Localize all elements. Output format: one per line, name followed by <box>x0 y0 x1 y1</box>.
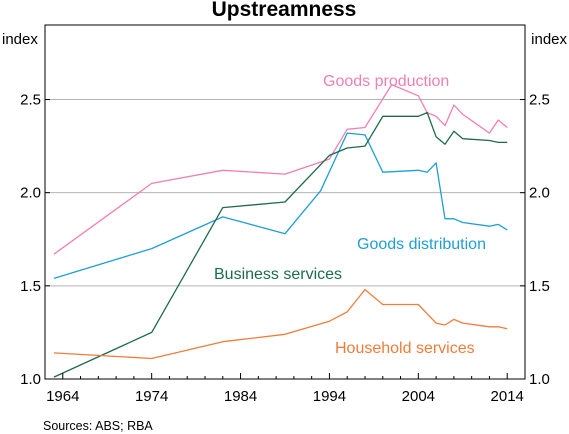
x-tick-label: 2014 <box>491 388 524 405</box>
x-tick-label: 1964 <box>46 388 79 405</box>
series-line-household-services <box>53 288 508 360</box>
y-tick-label-left: 1.5 <box>20 278 41 295</box>
goods-production-label: Goods production <box>323 73 449 90</box>
y-tick-label-left: 2.0 <box>20 185 41 202</box>
y-axis-right: 1.0 1.5 2.0 2.5 <box>520 92 550 388</box>
series-lines <box>53 83 508 378</box>
series-line-goods-production <box>53 83 508 255</box>
y-tick-label-right: 2.0 <box>529 185 550 202</box>
x-tick-label: 1984 <box>224 388 257 405</box>
series-line-goods-distribution <box>53 132 508 280</box>
plot-frame <box>44 24 526 380</box>
x-axis: 1964 1974 1984 1994 2004 2014 <box>46 373 524 405</box>
y-tick-label-left: 2.5 <box>20 92 41 109</box>
y-axis-left: 1.0 1.5 2.0 2.5 <box>20 92 50 388</box>
sources-note: Sources: ABS; RBA <box>43 419 153 433</box>
gridlines <box>45 99 525 287</box>
y-axis-unit-right: index <box>531 31 567 48</box>
goods-distribution-label: Goods distribution <box>357 236 486 253</box>
y-tick-label-right: 1.5 <box>529 278 550 295</box>
household-services-label: Household services <box>335 340 475 357</box>
y-tick-label-left: 1.0 <box>20 371 41 388</box>
y-tick-label-right: 2.5 <box>529 92 550 109</box>
y-axis-unit-left: index <box>2 31 38 48</box>
x-tick-label: 2004 <box>402 388 435 405</box>
series-line-business-services <box>53 111 508 378</box>
chart-title: Upstreamness <box>212 0 357 21</box>
y-tick-label-right: 1.0 <box>529 371 550 388</box>
x-tick-label: 1994 <box>313 388 346 405</box>
business-services-label: Business services <box>214 266 342 283</box>
x-tick-label: 1974 <box>135 388 168 405</box>
